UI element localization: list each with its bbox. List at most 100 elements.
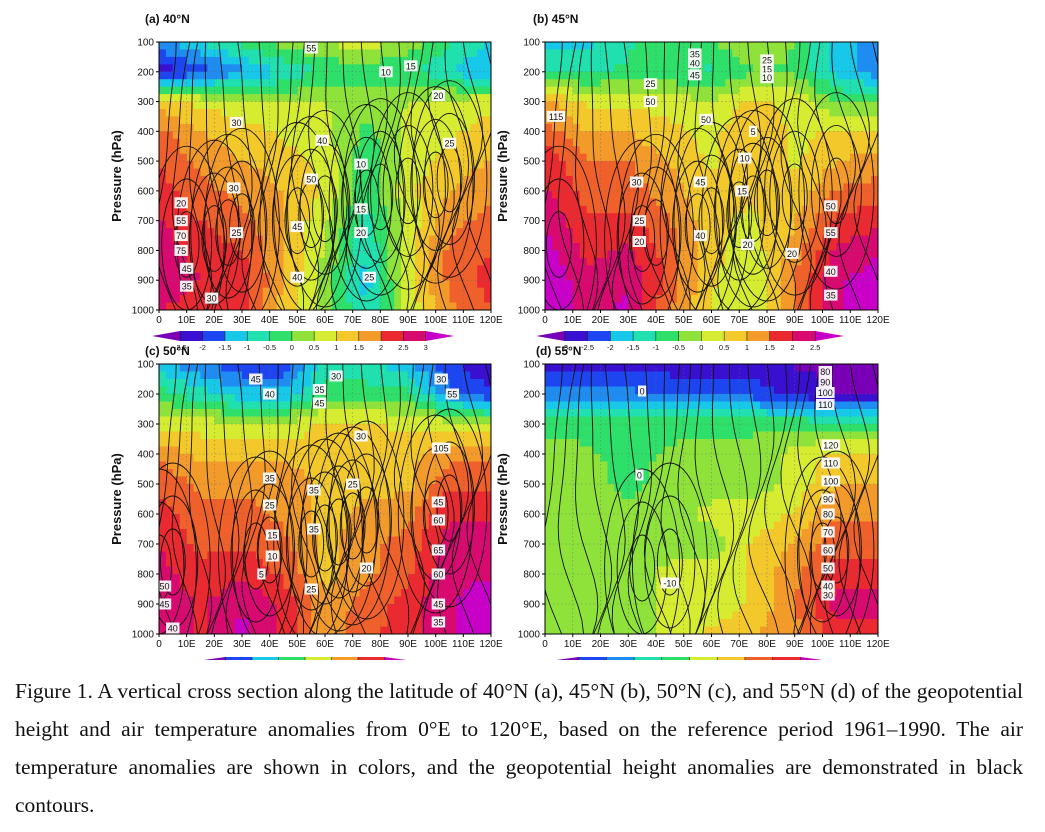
- contour-label: 30: [229, 183, 239, 193]
- colorbar-cell: [633, 331, 657, 341]
- y-tick-label: 1000: [132, 630, 155, 641]
- contour-label-box: [257, 568, 266, 580]
- y-tick-label: 600: [523, 186, 540, 197]
- y-tick-label: 800: [137, 570, 154, 581]
- contour-label-box: [693, 230, 708, 242]
- y-tick-label: 400: [137, 450, 154, 461]
- contour-label-box: [821, 580, 835, 592]
- colorbar-tick-label: -0.5: [672, 343, 685, 352]
- y-tick-label: 500: [523, 157, 540, 168]
- contour-label-box: [821, 493, 835, 505]
- contour-label-box: [821, 589, 835, 601]
- contour-label: 25: [762, 55, 772, 65]
- panel-title: (a) 40°N: [145, 12, 190, 26]
- contour-label-box: [445, 388, 459, 400]
- panel-title: (b) 45°N: [533, 12, 578, 26]
- contour-label: 25: [348, 480, 358, 490]
- x-tick-label: 120E: [479, 315, 503, 326]
- x-tick-label: 20E: [592, 315, 610, 326]
- contour-label-box: [821, 439, 841, 451]
- y-tick-label: 500: [137, 157, 154, 168]
- y-tick-label: 700: [137, 540, 154, 551]
- contour-label: 50: [645, 97, 655, 107]
- contour-label: 25: [634, 216, 644, 226]
- contour-label: 40: [826, 267, 836, 277]
- contour-labels: 4535304045305530105353525452535601565102…: [157, 370, 459, 634]
- contour-label: 100: [818, 388, 833, 398]
- contour-label-box: [229, 116, 244, 128]
- contour-label: 80: [823, 510, 833, 520]
- colorbar-tick-label: -3: [561, 343, 568, 352]
- contour-label-box: [346, 478, 360, 490]
- contour-label-box: [735, 185, 749, 197]
- contour-label: 55: [447, 390, 457, 400]
- y-tick-label: 400: [137, 127, 154, 138]
- colorbar-cell: [661, 657, 690, 660]
- x-tick-label: 100E: [811, 315, 835, 326]
- contour-label-box: [431, 514, 446, 526]
- contour-label: 35: [309, 486, 319, 496]
- contour-label: 40: [695, 231, 705, 241]
- contour-label-box: [738, 152, 752, 164]
- contour-label-box: [740, 239, 755, 250]
- colorbar-cell: [331, 657, 359, 660]
- contour-label-box: [174, 215, 188, 227]
- x-tick-label: 20E: [205, 639, 223, 650]
- contour-label: 55: [176, 216, 186, 226]
- colorbar-cell: [610, 331, 634, 341]
- gridlines: [545, 42, 878, 310]
- contour-label: 25: [645, 79, 655, 89]
- contour-label: 105: [434, 444, 449, 454]
- axes: 0 10E 20E 30E 40E 50E 60E 70E 80E 90E 100E 110E 120E…: [132, 38, 503, 327]
- colorbar-cell: [792, 331, 816, 341]
- contour-label-box: [263, 499, 277, 511]
- y-tick-label: 100: [523, 38, 540, 49]
- contour-label: 25: [265, 501, 275, 511]
- x-tick-label: 80E: [758, 639, 776, 650]
- contour-label: 90: [820, 378, 830, 388]
- contour-label-box: [431, 568, 446, 580]
- contour-label-box: [816, 387, 835, 398]
- contour-label-box: [404, 60, 418, 72]
- contour-label-box: [824, 227, 838, 239]
- contour-label: 60: [823, 546, 833, 556]
- x-tick-label: 40E: [647, 639, 665, 650]
- contour-label: 35: [433, 618, 443, 628]
- y-tick-label: 100: [137, 38, 154, 49]
- contour-label: 20: [356, 228, 366, 238]
- contour-label: 110: [818, 400, 832, 410]
- contour-label: 50: [306, 175, 316, 185]
- colorbar-cell: [180, 331, 203, 341]
- x-tick-label: 90E: [786, 315, 804, 326]
- x-tick-label: 70E: [344, 315, 362, 326]
- y-axis-title: Pressure (hPa): [495, 453, 510, 545]
- x-tick-label: 100E: [424, 639, 448, 650]
- contour-label-box: [431, 496, 446, 508]
- contour-label: 80: [820, 367, 830, 377]
- y-axis-title: Pressure (hPa): [109, 453, 124, 545]
- contour-label: 35: [182, 282, 192, 292]
- contour-label: 15: [762, 64, 772, 74]
- x-tick-label: 0: [542, 639, 548, 650]
- contour-label: 15: [737, 186, 747, 196]
- y-tick-label: 600: [137, 510, 154, 521]
- contour-label-box: [821, 457, 841, 469]
- colorbar-tick-label: 1.5: [764, 343, 774, 352]
- contour-label-box: [434, 373, 448, 385]
- contour-label: 20: [634, 237, 644, 247]
- colorbar-cell: [305, 657, 332, 660]
- contour-label-box: [307, 484, 321, 496]
- colorbar-tick-label: 2.5: [810, 343, 820, 352]
- x-tick-label: 30E: [619, 639, 637, 650]
- contour-label: 35: [690, 49, 700, 59]
- contour-label: 100: [823, 477, 838, 487]
- colorbar-cell: [403, 331, 426, 341]
- y-tick-label: 200: [137, 390, 154, 401]
- contour-label-box: [824, 200, 838, 212]
- y-tick-label: 900: [523, 600, 540, 611]
- contour-label-box: [442, 137, 457, 149]
- contour-label-box: [312, 384, 327, 395]
- contour-label-box: [290, 221, 304, 233]
- contour-label: 50: [826, 201, 836, 211]
